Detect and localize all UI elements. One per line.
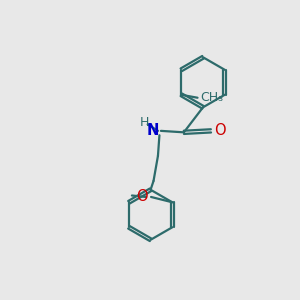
Text: N: N [147,123,159,138]
Text: O: O [136,189,148,204]
Text: CH₃: CH₃ [200,91,223,104]
Text: O: O [214,123,226,138]
Text: H: H [140,116,149,129]
